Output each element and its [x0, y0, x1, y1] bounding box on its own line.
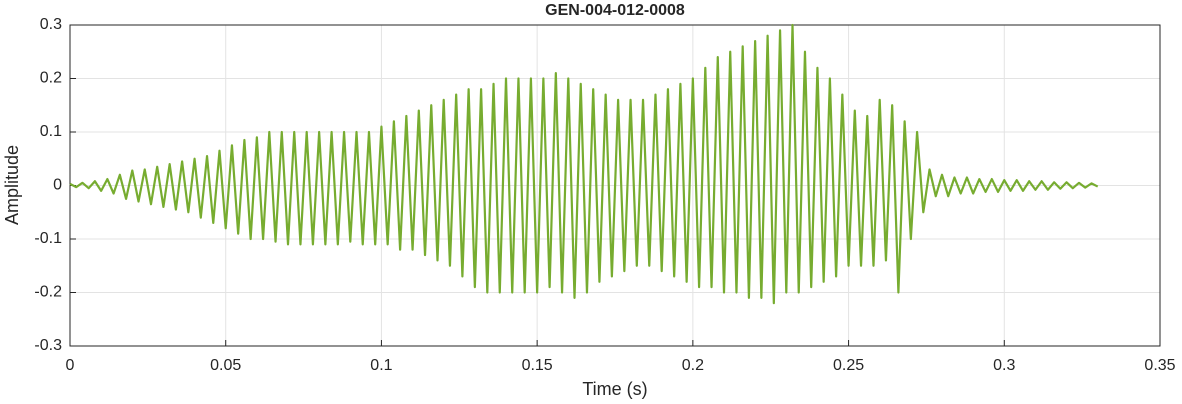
y-tick-label: 0 [53, 177, 62, 194]
waveform-line [69, 23, 1099, 305]
x-tick-label: 0.05 [210, 357, 241, 374]
y-tick-label: 0.1 [40, 123, 62, 140]
x-tick-label: 0 [66, 357, 75, 374]
plot-frame [69, 24, 1161, 347]
chart-title: GEN-004-012-0008 [545, 2, 685, 19]
x-tick-label: 0.35 [1144, 357, 1175, 374]
y-tick-label: -0.1 [34, 230, 62, 247]
x-tick-label: 0.15 [522, 357, 553, 374]
y-tick-label: -0.2 [34, 284, 62, 301]
x-tick-label: 0.25 [833, 357, 864, 374]
x-tick-label: 0.1 [370, 357, 392, 374]
y-tick-label: -0.3 [34, 337, 62, 354]
y-axis-label: Amplitude [2, 145, 22, 225]
y-tick-label: 0.2 [40, 70, 62, 87]
x-axis-label: Time (s) [582, 379, 647, 399]
x-tick-label: 0.2 [682, 357, 704, 374]
x-tick-label: 0.3 [993, 357, 1015, 374]
y-tick-label: 0.3 [40, 16, 62, 33]
